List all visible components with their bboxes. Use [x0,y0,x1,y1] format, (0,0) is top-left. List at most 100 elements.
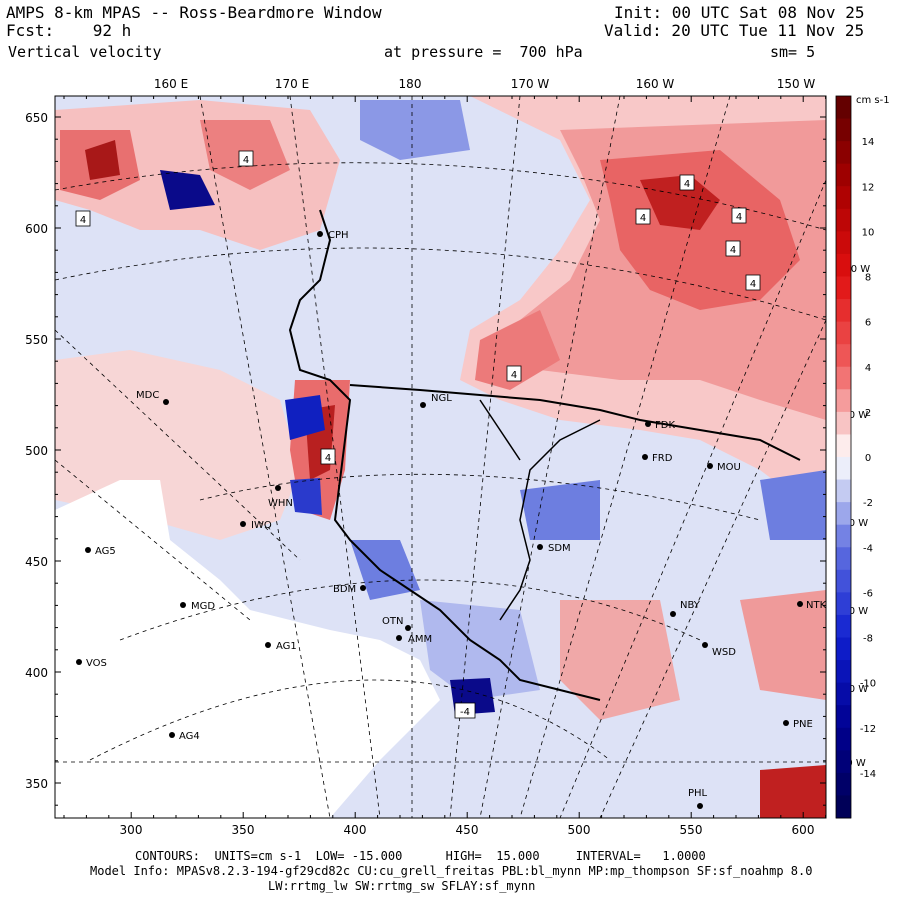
station-label: MOU [717,462,741,473]
station-label: CPH [328,230,349,241]
colorbar-swatch [836,660,851,684]
colorbar-swatch [836,592,851,616]
inner-lon-label: 130 W [836,410,868,421]
colorbar-swatch [836,163,851,187]
contour-label-box [731,207,747,224]
station-label: AG5 [95,546,116,557]
colorbar-swatch [836,276,851,300]
contour-label: -4 [460,707,470,718]
station-dot [240,521,246,527]
colorbar-swatch [836,569,851,593]
x-grid-label: 500 [568,823,591,837]
colorbar-swatch [836,299,851,323]
valid-time: Valid: 20 UTC Tue 11 Nov 25 [604,21,865,40]
y-grid-label: 500 [25,444,48,458]
pressure-level: at pressure = 700 hPa [384,43,583,61]
init-time: Init: 00 UTC Sat 08 Nov 25 [614,3,865,22]
station-dot [85,547,91,553]
x-grid-label: 550 [680,823,703,837]
contour-label-box [725,240,741,257]
colorbar-swatch [836,614,851,638]
contour-label: 4 [750,279,756,290]
station-label: NGL [431,393,452,404]
colorbar-tick-label: -2 [863,498,873,509]
y-grid-label: 350 [25,777,48,791]
station-dot [697,803,703,809]
colorbar-tick-label: 10 [862,227,875,238]
station-label: AG1 [276,641,297,652]
colorbar-tick-label: 12 [862,182,875,193]
contour-label-box [745,274,761,291]
colorbar-swatch [836,637,851,661]
contour-label-box [238,150,254,167]
physics-info: LW:rrtmg_lw SW:rrtmg_sw SFLAY:sf_mynn [268,879,536,893]
station-dot [317,231,323,237]
map-title: AMPS 8-km MPAS -- Ross-Beardmore Window [6,3,382,22]
colorbar-tick-label: -8 [863,634,873,645]
map-border [54,95,827,819]
station-dot [396,635,402,641]
inner-lon-label: 120 W [836,518,868,529]
station-dot [76,659,82,665]
station-dot [265,642,271,648]
station-dot [702,642,708,648]
colorbar-swatch [836,96,851,120]
smoothing: sm= 5 [770,43,816,61]
colorbar-swatch [836,411,851,435]
contour-labels: 4 4 4 4 4 4 4 4 4 -4 [75,150,761,719]
colorbar-tick-label: -4 [863,543,873,554]
lon-label: 170 E [275,77,309,91]
colorbar-tick-label: 4 [865,363,871,374]
colorbar-swatch [836,231,851,255]
station-dot [360,585,366,591]
station-label: PNE [793,719,813,730]
contour-label-box [635,208,651,225]
contour-label-box [75,210,91,227]
lon-label: 180 [399,77,422,91]
lon-label: 150 W [777,77,816,91]
station-dot [645,421,651,427]
model-info: Model Info: MPASv8.2.3-194-gf29cd82c CU:… [90,864,813,878]
colorbar-swatch [836,524,851,548]
colorbar-swatch [836,682,851,706]
contour-label: 4 [511,370,517,381]
contour-label-box [679,174,695,191]
y-grid-label: 650 [25,111,48,125]
lon-label: 160 E [154,77,188,91]
colorbar-swatch [836,344,851,368]
y-grid-label: 550 [25,333,48,347]
inner-lon-label: 140 W [838,264,870,275]
station-label: SDM [548,543,571,554]
contour-label: 4 [80,215,86,226]
lon-label: 160 W [636,77,675,91]
colorbar-swatch [836,479,851,503]
station-dot [670,611,676,617]
contour-info: CONTOURS: UNITS=cm s-1 LOW= -15.000 HIGH… [135,849,706,863]
colorbar-swatch [836,141,851,165]
contour-label: 4 [243,155,249,166]
colorbar-tick-label: -12 [860,724,876,735]
lon-label: 170 W [511,77,550,91]
x-grid-label: 350 [232,823,255,837]
colorbar-unit: cm s-1 [856,95,890,106]
colorbar-swatch [836,457,851,481]
station-dot [707,463,713,469]
colorbar-swatch [836,208,851,232]
colorbar-swatch [836,795,851,819]
forecast-hour: Fcst: 92 h [6,21,132,40]
colorbar-swatch [836,547,851,571]
station-label: WHN [268,498,293,509]
station-dot [275,485,281,491]
colorbar-swatch [836,389,851,413]
colorbar-swatch [836,750,851,774]
colorbar: 14 12 10 8 6 4 2 0 -2 -4 -6 -8 -10 -12 -14 [835,95,876,819]
station-dot [180,602,186,608]
colorbar-swatch [836,434,851,458]
station-dot [642,454,648,460]
inner-lon-label: 110 W [836,606,868,617]
colorbar-tick-label: 2 [865,408,871,419]
contour-label-box [506,365,522,382]
station-dot [169,732,175,738]
station-label: PHL [688,788,708,799]
contour-label: 4 [325,453,331,464]
